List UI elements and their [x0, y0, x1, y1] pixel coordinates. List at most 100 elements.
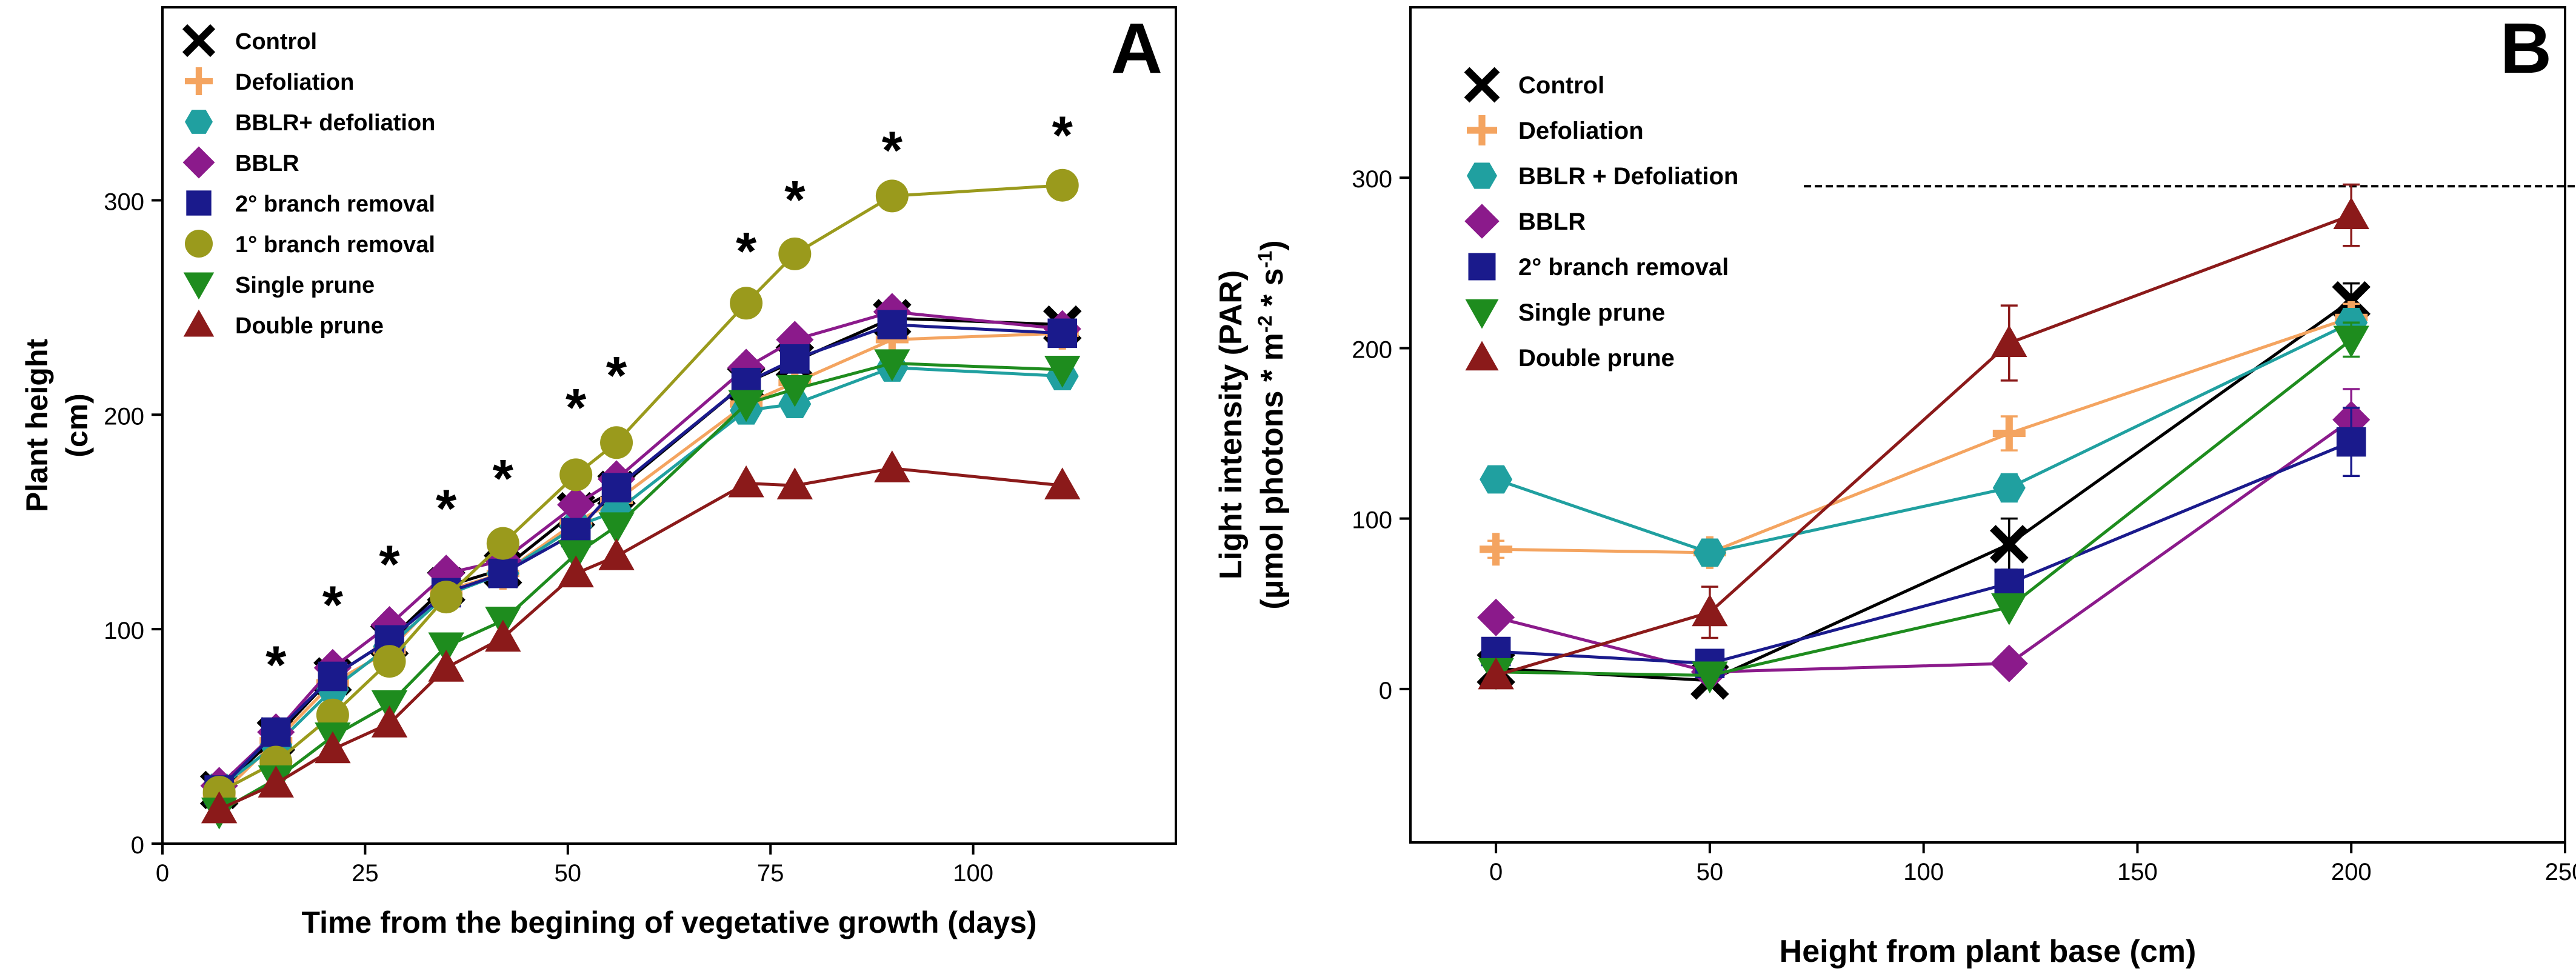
y-axis-label: Light intensity (PAR) — [1213, 270, 1249, 579]
data-point-single-prune-triangle-down — [1991, 593, 2027, 625]
y-tick-label: 100 — [1352, 507, 1392, 534]
legend: Control Defoliation BBLR + Defoliation BBLR… — [1464, 67, 1738, 372]
x-tick-label: 250 — [2545, 859, 2576, 885]
series-2-branch-removal — [1481, 407, 2366, 679]
data-point-control-x-stroke-b — [2332, 281, 2371, 320]
series-line-double-prune — [1495, 213, 2352, 677]
data-point-2-branch-removal-square — [1994, 568, 2024, 598]
data-point-1-branch-removal-circle — [778, 237, 812, 270]
data-point-2-branch-removal-square — [488, 558, 518, 588]
legend-label: Control — [235, 29, 317, 55]
data-point-2-branch-removal-square — [261, 717, 291, 747]
y-axis-unit: (cm) — [60, 393, 94, 458]
y-axis-unit-part: ) — [1255, 240, 1290, 250]
y-axis-unit-part: μ — [1255, 579, 1290, 599]
x-tick-label: 200 — [2331, 859, 2372, 885]
data-point-1-branch-removal-circle — [1046, 168, 1079, 202]
data-point-2-branch-removal-square — [1047, 318, 1078, 348]
data-point-double-prune-triangle-up — [776, 467, 813, 500]
significance-star: * — [882, 120, 903, 180]
data-point-1-branch-removal-circle — [730, 287, 763, 320]
legend-marker-bblr-defoliation-hexagon — [185, 110, 213, 134]
panel-b: 0 50 100 150 200 250 0 100 200 300 Height from pla… — [1213, 6, 2576, 969]
legend-marker-bblr-diamond — [1464, 204, 1500, 239]
panel-a: 0 25 50 75 100 0 100 200 300 Time from the begini… — [20, 6, 1177, 939]
legend-label: BBLR — [235, 151, 299, 176]
data-point-2-branch-removal-square — [877, 310, 907, 339]
data-point-1-branch-removal-circle — [875, 179, 909, 213]
y-axis-unit-part: -1 — [1254, 251, 1276, 268]
data-point-2-branch-removal-square — [601, 473, 632, 502]
legend-marker-defoliation-plus — [185, 67, 213, 95]
x-tick-label: 100 — [1903, 859, 1944, 885]
legend-marker-single-prune-triangle-down — [1465, 299, 1499, 329]
data-point-single-prune-triangle-down — [2333, 325, 2369, 358]
data-point-bblr-diamond — [557, 485, 595, 524]
legend: Control Defoliation BBLR+ defoliation BBLR 2… — [182, 24, 435, 339]
data-point-double-prune-triangle-up — [2333, 197, 2369, 230]
y-axis-unit-part: ( — [1255, 599, 1290, 610]
data-point-bblr-diamond — [1477, 598, 1515, 636]
data-point-double-prune-triangle-up — [1478, 657, 1514, 690]
y-axis-unit-part: mol photons * m — [1255, 333, 1290, 579]
data-point-single-prune-triangle-down — [428, 632, 464, 665]
legend-label: Defoliation — [235, 70, 354, 95]
y-axis-unit: (μmol photons * m-2 * s-1) — [1254, 240, 1290, 609]
data-point-double-prune-triangle-up — [598, 538, 635, 570]
legend-label: Defoliation — [1518, 118, 1644, 144]
series-line-single-prune — [1496, 338, 2352, 677]
data-point-1-branch-removal-circle — [600, 426, 633, 459]
series-line-defoliation — [1496, 316, 2352, 555]
y-tick-label: 200 — [104, 403, 144, 430]
data-point-defoliation-plus — [1480, 533, 1513, 566]
data-point-double-prune-triangle-up — [201, 791, 238, 824]
plot-frame — [161, 6, 1177, 845]
y-tick-label: 300 — [1352, 166, 1392, 193]
legend-marker-2-branch-removal-square — [186, 190, 212, 216]
legend-label: BBLR+ defoliation — [235, 110, 435, 136]
x-tick-label: 150 — [2117, 859, 2158, 885]
x-tick-label: 50 — [555, 860, 582, 887]
data-point-bblr-diamond — [776, 321, 814, 359]
series-line-2-branch-removal — [1495, 440, 2352, 665]
significance-star: * — [322, 575, 344, 635]
panel-letter: B — [2500, 8, 2552, 88]
data-point-double-prune-triangle-up — [1991, 325, 2027, 357]
legend-marker-bblr-diamond — [182, 146, 215, 179]
x-tick-label: 50 — [1697, 859, 1724, 885]
x-tick-label: 75 — [757, 860, 784, 887]
significance-star: * — [784, 169, 806, 229]
data-point-1-branch-removal-circle — [373, 645, 406, 678]
y-axis-label-group: Light intensity (PAR)(μmol photons * m-2… — [1213, 240, 1290, 609]
data-point-single-prune-triangle-down — [728, 390, 764, 422]
legend-label: BBLR + Defoliation — [1518, 163, 1738, 190]
x-tick-label: 0 — [1489, 859, 1503, 885]
data-point-bblr-defoliation-hexagon — [1693, 538, 1726, 567]
significance-star: * — [736, 221, 757, 281]
series-double-prune — [201, 450, 1081, 824]
x-axis-label: Time from the begining of vegetative gro… — [301, 905, 1036, 939]
series-line-bblr-defoliation — [1495, 321, 2352, 555]
legend-label: 2° branch removal — [1518, 254, 1729, 281]
data-point-control-x — [1990, 525, 2029, 564]
x-tick-label: 100 — [953, 860, 993, 887]
legend-label: Single prune — [1518, 299, 1665, 326]
legend-label: 2° branch removal — [235, 192, 435, 217]
data-point-2-branch-removal-square — [780, 344, 810, 374]
significance-star: * — [436, 478, 457, 538]
legend-marker-2-branch-removal-square — [1468, 253, 1496, 281]
y-tick-label: 300 — [104, 188, 144, 215]
data-point-single-prune-triangle-down — [1044, 356, 1081, 388]
legend-marker-control-x — [1464, 67, 1500, 103]
legend-marker-control-x — [182, 24, 216, 58]
legend-label: BBLR — [1518, 208, 1586, 235]
legend-marker-1-branch-removal-circle — [185, 230, 213, 258]
legend-label: Double prune — [235, 313, 384, 339]
y-axis-unit-part: * s — [1255, 268, 1290, 315]
data-point-double-prune-triangle-up — [428, 650, 464, 682]
series-1-branch-removal — [202, 168, 1079, 809]
series-double-prune — [1478, 183, 2369, 690]
series-defoliation — [1480, 301, 2368, 569]
data-point-1-branch-removal-circle — [559, 458, 593, 492]
